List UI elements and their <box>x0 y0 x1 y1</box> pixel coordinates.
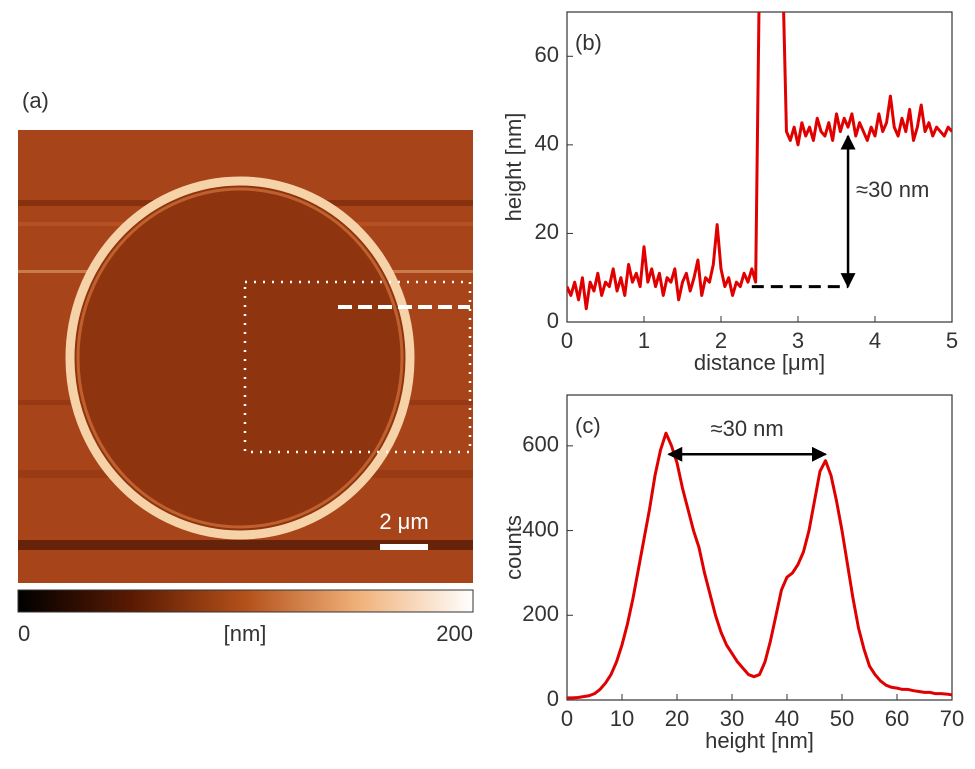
y-tick-label: 40 <box>535 131 559 156</box>
x-tick-label: 1 <box>638 328 650 353</box>
x-tick-label: 60 <box>885 706 909 731</box>
x-tick-label: 40 <box>775 706 799 731</box>
x-tick-label: 5 <box>946 328 958 353</box>
data-line <box>567 431 952 700</box>
x-axis-label: height [nm] <box>705 728 814 753</box>
x-tick-label: 50 <box>830 706 854 731</box>
annotation-text: ≈30 nm <box>711 416 784 441</box>
y-tick-label: 600 <box>522 432 559 457</box>
x-tick-label: 10 <box>610 706 634 731</box>
panel-label: (c) <box>575 413 601 438</box>
afm-image: 2 μm (a) [nm] <box>17 88 474 646</box>
x-tick-label: 70 <box>940 706 964 731</box>
x-axis-label: distance [μm] <box>694 350 825 375</box>
data-line <box>567 12 952 311</box>
y-tick-label: 200 <box>522 601 559 626</box>
x-tick-label: 20 <box>665 706 689 731</box>
y-tick-label: 20 <box>535 219 559 244</box>
y-tick-label: 60 <box>535 42 559 67</box>
x-tick-label: 0 <box>561 328 573 353</box>
panel-label: (b) <box>575 30 602 55</box>
x-tick-label: 3 <box>792 328 804 353</box>
colorbar-unit: [nm] <box>224 621 267 646</box>
scale-bar-label: 2 μm <box>379 509 428 534</box>
y-axis-label: height [nm] <box>501 113 526 222</box>
colorbar-tick-label: 200 <box>436 621 473 646</box>
plot-frame <box>566 394 953 701</box>
y-axis-label: counts <box>501 515 526 580</box>
x-tick-label: 2 <box>715 328 727 353</box>
x-tick-label: 0 <box>561 706 573 731</box>
colorbar <box>17 589 474 613</box>
x-tick-label: 30 <box>720 706 744 731</box>
y-tick-label: 0 <box>547 308 559 333</box>
colorbar-tick-label: 0 <box>18 621 30 646</box>
panel-label: (a) <box>22 88 49 113</box>
x-tick-label: 4 <box>869 328 881 353</box>
annotation-text: ≈30 nm <box>856 177 929 202</box>
scan-streaks <box>18 176 473 550</box>
y-tick-label: 400 <box>522 516 559 541</box>
y-tick-label: 0 <box>547 686 559 711</box>
